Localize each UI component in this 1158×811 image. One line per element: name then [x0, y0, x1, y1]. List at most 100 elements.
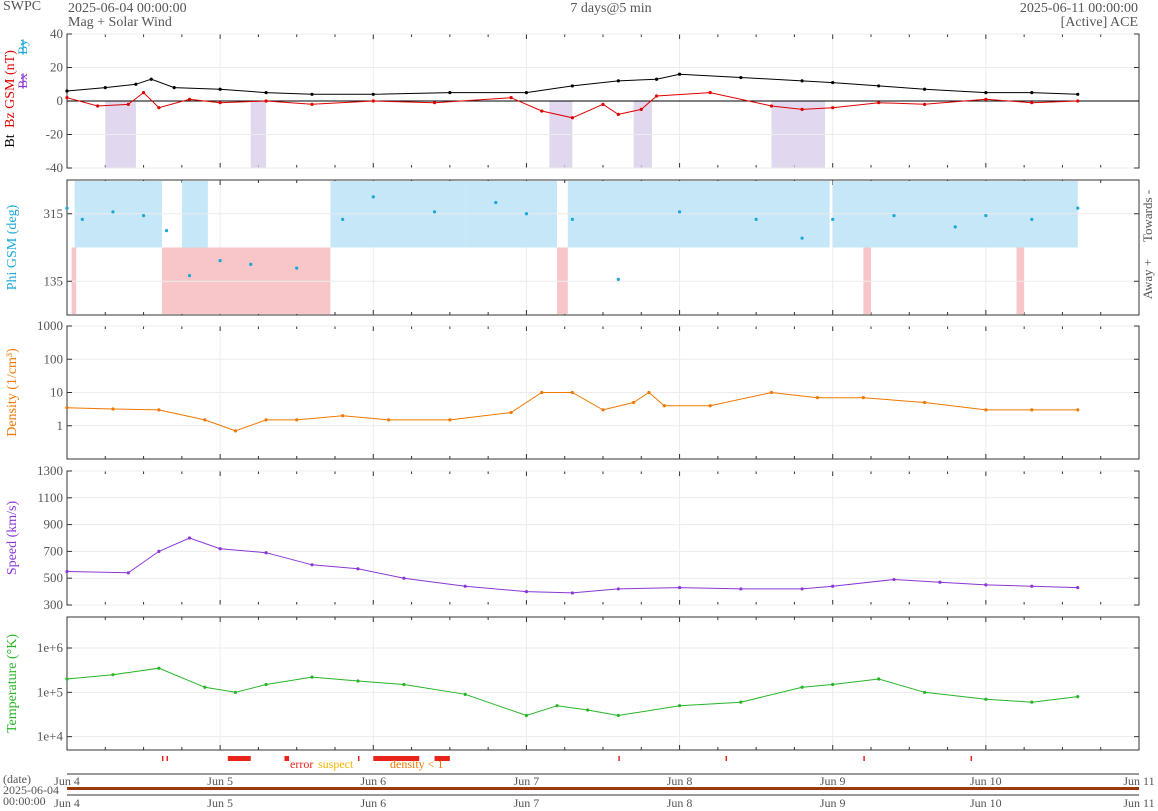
data-point [164, 229, 169, 233]
y-tick-label: 1300 [37, 463, 63, 478]
data-point [984, 583, 988, 587]
data-point [754, 217, 758, 221]
data-point [509, 96, 513, 100]
data-point [172, 86, 176, 90]
y-tick-label: 1100 [37, 490, 63, 505]
data-point [570, 390, 574, 395]
data-point [616, 112, 620, 116]
data-point [310, 92, 314, 96]
x-tick-label-bottom: Jun 10 [970, 796, 1002, 810]
data-point [111, 673, 115, 677]
data-point [524, 91, 529, 95]
data-point [463, 692, 467, 696]
data-point [1076, 695, 1080, 699]
by-legend-glyph: By [15, 39, 30, 55]
data-point [1076, 92, 1080, 96]
data-point [65, 206, 69, 210]
data-point [655, 94, 659, 98]
data-point [647, 390, 651, 395]
data-point [708, 91, 712, 95]
data-point [65, 406, 69, 410]
data-point [187, 274, 192, 278]
data-point [203, 685, 207, 689]
bx-legend-glyph: Bx [15, 73, 30, 89]
towards-label: Towards - [1140, 190, 1155, 242]
data-point [1030, 700, 1034, 704]
data-point [708, 404, 712, 408]
data-point [632, 400, 636, 405]
data-point [831, 80, 835, 85]
y-tick-label: 20 [50, 60, 63, 75]
data-point [616, 713, 620, 718]
data-point [831, 217, 835, 221]
data-point [295, 418, 299, 422]
data-point [494, 200, 498, 205]
data-point [187, 97, 192, 101]
data-point [264, 91, 268, 95]
y-tick-label: 1e+4 [37, 729, 64, 744]
data-point [126, 102, 130, 106]
y-tick-label: 100 [44, 351, 64, 366]
data-point [769, 390, 774, 395]
data-point [463, 584, 467, 588]
x-tick-label-bottom: Jun 5 [207, 796, 233, 810]
data-point [1076, 585, 1080, 590]
data-point [448, 418, 452, 422]
y-tick-label: 900 [44, 517, 64, 532]
data-point [739, 700, 743, 704]
data-point [65, 89, 69, 93]
y-tick-label: 1000 [37, 318, 63, 333]
data-point [800, 587, 804, 591]
data-point [984, 697, 988, 701]
x-tick-label: Jun 5 [207, 774, 233, 788]
y-tick-label: -20 [46, 127, 63, 142]
timeline-bar [67, 787, 1139, 790]
data-point [371, 92, 375, 96]
data-point [249, 262, 253, 266]
date-label: (date) [3, 772, 31, 786]
data-point [524, 212, 529, 216]
y-axis-label: Temperature (°K) [5, 634, 20, 733]
y-tick-label: 10 [50, 385, 63, 400]
data-point [616, 79, 620, 83]
quality-legend-2: density < 1 [390, 757, 443, 771]
data-point [923, 690, 927, 694]
data-point [570, 217, 574, 221]
x-tick-label-bottom: Jun 7 [514, 796, 540, 810]
data-point [662, 404, 666, 408]
y-tick-label: -40 [46, 160, 63, 175]
x-tick-label: Jun 6 [360, 774, 386, 788]
data-point [677, 585, 682, 590]
quality-flag-mark [166, 756, 169, 761]
data-point [80, 217, 84, 221]
data-point [65, 96, 69, 100]
y-tick-label: 40 [50, 26, 63, 41]
quality-legend-1: suspect [318, 757, 354, 771]
start-time-footer-label: 00:00:00 [3, 794, 46, 808]
data-point [371, 195, 375, 199]
data-point [448, 91, 452, 95]
data-point [218, 87, 222, 91]
data-point [984, 408, 988, 412]
x-tick-label-bottom: Jun 8 [667, 796, 693, 810]
data-point [141, 214, 146, 218]
start-date-label: 2025-06-04 [3, 783, 59, 797]
data-point [126, 571, 130, 575]
data-point [984, 97, 988, 101]
data-point [310, 563, 314, 567]
data-point [639, 107, 643, 111]
y-tick-label: 135 [44, 273, 64, 288]
data-point [1030, 101, 1034, 105]
data-point [616, 587, 620, 591]
data-point [103, 86, 107, 90]
data-point [831, 106, 835, 110]
data-point [800, 107, 804, 111]
data-point [540, 390, 544, 395]
x-tick-label-bottom: Jun 9 [820, 796, 846, 810]
data-point [769, 104, 774, 108]
y-tick-label: 300 [44, 597, 64, 612]
data-point [356, 567, 360, 571]
data-point [800, 79, 804, 83]
data-point [953, 225, 957, 229]
data-point [264, 682, 268, 687]
